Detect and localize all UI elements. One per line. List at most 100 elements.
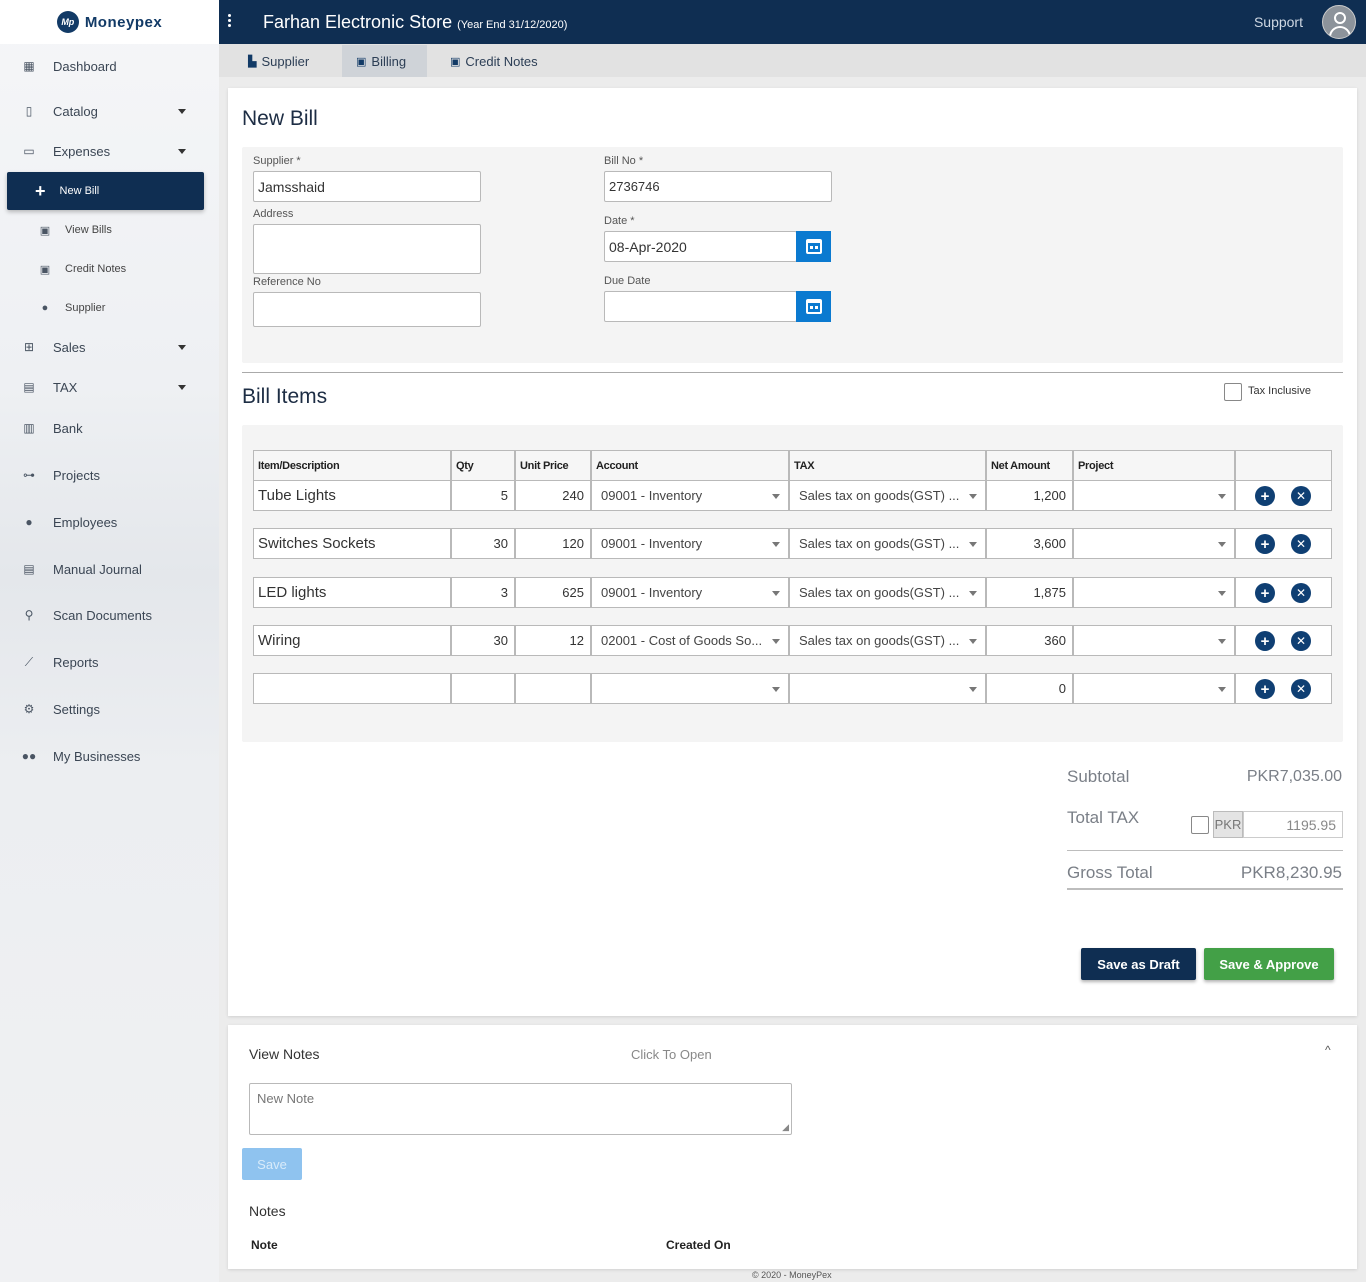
sidebar-item-settings[interactable]: ⚙ Settings — [0, 695, 219, 723]
column-header-net-amount: Net Amount — [986, 450, 1073, 481]
clipboard-icon: ▯ — [25, 104, 33, 118]
chevron-down-icon — [1218, 639, 1226, 644]
remove-row-icon[interactable]: ✕ — [1291, 583, 1311, 603]
total-tax-field[interactable]: 1195.95 — [1243, 811, 1343, 838]
unit-price-field[interactable]: 12 — [515, 625, 591, 656]
add-row-icon[interactable]: + — [1255, 679, 1275, 699]
date-picker-button[interactable] — [796, 231, 831, 262]
address-field[interactable] — [253, 224, 481, 274]
bill-no-field[interactable]: 2736746 — [604, 171, 832, 202]
tab-supplier[interactable]: ▙ Supplier — [234, 45, 323, 77]
sidebar-item-manual-journal[interactable]: ▤ Manual Journal — [0, 555, 219, 583]
remove-row-icon[interactable]: ✕ — [1291, 679, 1311, 699]
chevron-up-icon[interactable]: ^ — [1325, 1043, 1331, 1057]
tax-select-value: Sales tax on goods(GST) ... — [799, 536, 960, 551]
account-select[interactable] — [591, 673, 789, 704]
supplier-field[interactable]: Jamsshaid — [253, 171, 481, 202]
account-select-value: 09001 - Inventory — [601, 488, 703, 503]
qty-field[interactable] — [451, 673, 515, 704]
qty-field[interactable]: 30 — [451, 528, 515, 559]
tab-credit-notes[interactable]: ▣ Credit Notes — [436, 45, 552, 77]
save-approve-button[interactable]: Save & Approve — [1204, 948, 1334, 980]
sidebar-item-my-businesses[interactable]: ●● My Businesses — [0, 742, 219, 770]
sidebar-item-view-bills[interactable]: ▣ View Bills — [0, 219, 219, 241]
unit-price-field[interactable]: 120 — [515, 528, 591, 559]
net-amount-field[interactable]: 0 — [986, 673, 1073, 704]
tab-billing[interactable]: ▣ Billing — [342, 45, 427, 77]
sidebar-item-new-bill[interactable]: + New Bill — [7, 172, 204, 210]
due-date-field[interactable] — [604, 291, 797, 322]
account-select[interactable]: 02001 - Cost of Goods So... — [591, 625, 789, 656]
brand-logo[interactable]: Mp Moneypex — [0, 0, 219, 44]
sidebar-item-employees[interactable]: ● Employees — [0, 508, 219, 536]
sidebar-item-label: Credit Notes — [65, 263, 127, 275]
add-row-icon[interactable]: + — [1255, 486, 1275, 506]
notes-toggle-hint[interactable]: Click To Open — [631, 1047, 712, 1062]
brand-name: Moneypex — [84, 13, 163, 31]
sidebar-item-expenses[interactable]: ▭ Expenses — [0, 137, 219, 165]
total-tax-checkbox[interactable] — [1191, 816, 1209, 834]
sidebar-item-tax[interactable]: ▤ TAX — [0, 373, 219, 401]
resize-handle-icon[interactable]: ◢ — [782, 1122, 789, 1132]
reference-field[interactable] — [253, 292, 481, 327]
item-description-field[interactable]: LED lights — [253, 577, 451, 608]
project-select[interactable] — [1073, 625, 1235, 656]
qty-field[interactable]: 5 — [451, 480, 515, 511]
save-note-button[interactable]: Save — [242, 1148, 302, 1180]
due-date-picker-button[interactable] — [796, 291, 831, 322]
add-row-icon[interactable]: + — [1255, 631, 1275, 651]
tax-select[interactable] — [789, 673, 986, 704]
sidebar-item-label: Catalog — [53, 103, 98, 119]
unit-price-field[interactable]: 625 — [515, 577, 591, 608]
remove-row-icon[interactable]: ✕ — [1291, 486, 1311, 506]
sidebar-item-supplier[interactable]: ● Supplier — [0, 297, 219, 319]
account-select[interactable]: 09001 - Inventory — [591, 480, 789, 511]
project-select[interactable] — [1073, 577, 1235, 608]
add-row-icon[interactable]: + — [1255, 534, 1275, 554]
net-amount-field[interactable]: 1,200 — [986, 480, 1073, 511]
tax-inclusive-checkbox[interactable] — [1224, 383, 1242, 401]
item-description-field[interactable]: Wiring — [253, 625, 451, 656]
qty-field-value: 5 — [500, 488, 508, 503]
tax-select[interactable]: Sales tax on goods(GST) ... — [789, 528, 986, 559]
project-select[interactable] — [1073, 528, 1235, 559]
tax-select[interactable]: Sales tax on goods(GST) ... — [789, 480, 986, 511]
sidebar-item-dashboard[interactable]: ▦ Dashboard — [0, 52, 219, 80]
qty-field[interactable]: 30 — [451, 625, 515, 656]
tax-select[interactable]: Sales tax on goods(GST) ... — [789, 625, 986, 656]
remove-row-icon[interactable]: ✕ — [1291, 631, 1311, 651]
unit-price-field[interactable]: 240 — [515, 480, 591, 511]
net-amount-field[interactable]: 3,600 — [986, 528, 1073, 559]
account-select[interactable]: 09001 - Inventory — [591, 577, 789, 608]
net-amount-field-value: 1,200 — [1033, 488, 1066, 503]
net-amount-field[interactable]: 1,875 — [986, 577, 1073, 608]
save-draft-button[interactable]: Save as Draft — [1081, 948, 1196, 980]
remove-row-icon[interactable]: ✕ — [1291, 534, 1311, 554]
sidebar-item-reports[interactable]: ⟋ Reports — [0, 648, 219, 676]
net-amount-field[interactable]: 360 — [986, 625, 1073, 656]
sidebar-item-label: Manual Journal — [53, 561, 142, 577]
item-description-field[interactable]: Tube Lights — [253, 480, 451, 511]
unit-price-field[interactable] — [515, 673, 591, 704]
sidebar-item-credit-notes[interactable]: ▣ Credit Notes — [0, 258, 219, 280]
kebab-menu-icon[interactable] — [228, 14, 232, 29]
account-select[interactable]: 09001 - Inventory — [591, 528, 789, 559]
sidebar-item-bank[interactable]: ▥ Bank — [0, 414, 219, 442]
users-icon: ●● — [21, 749, 37, 763]
item-description-field[interactable] — [253, 673, 451, 704]
support-link[interactable]: Support — [1253, 14, 1303, 30]
sidebar-item-catalog[interactable]: ▯ Catalog — [0, 97, 219, 125]
sidebar-item-scan-documents[interactable]: ⚲ Scan Documents — [0, 601, 219, 629]
avatar[interactable] — [1322, 5, 1356, 39]
add-row-icon[interactable]: + — [1255, 583, 1275, 603]
tax-select[interactable]: Sales tax on goods(GST) ... — [789, 577, 986, 608]
sidebar-item-sales[interactable]: ⊞ Sales — [0, 333, 219, 361]
new-note-input[interactable]: New Note ◢ — [249, 1083, 792, 1135]
qty-field[interactable]: 3 — [451, 577, 515, 608]
date-field[interactable]: 08-Apr-2020 — [604, 231, 797, 262]
notes-list-title: Notes — [249, 1203, 286, 1219]
item-description-field[interactable]: Switches Sockets — [253, 528, 451, 559]
sidebar-item-projects[interactable]: ⊶ Projects — [0, 461, 219, 489]
project-select[interactable] — [1073, 480, 1235, 511]
project-select[interactable] — [1073, 673, 1235, 704]
